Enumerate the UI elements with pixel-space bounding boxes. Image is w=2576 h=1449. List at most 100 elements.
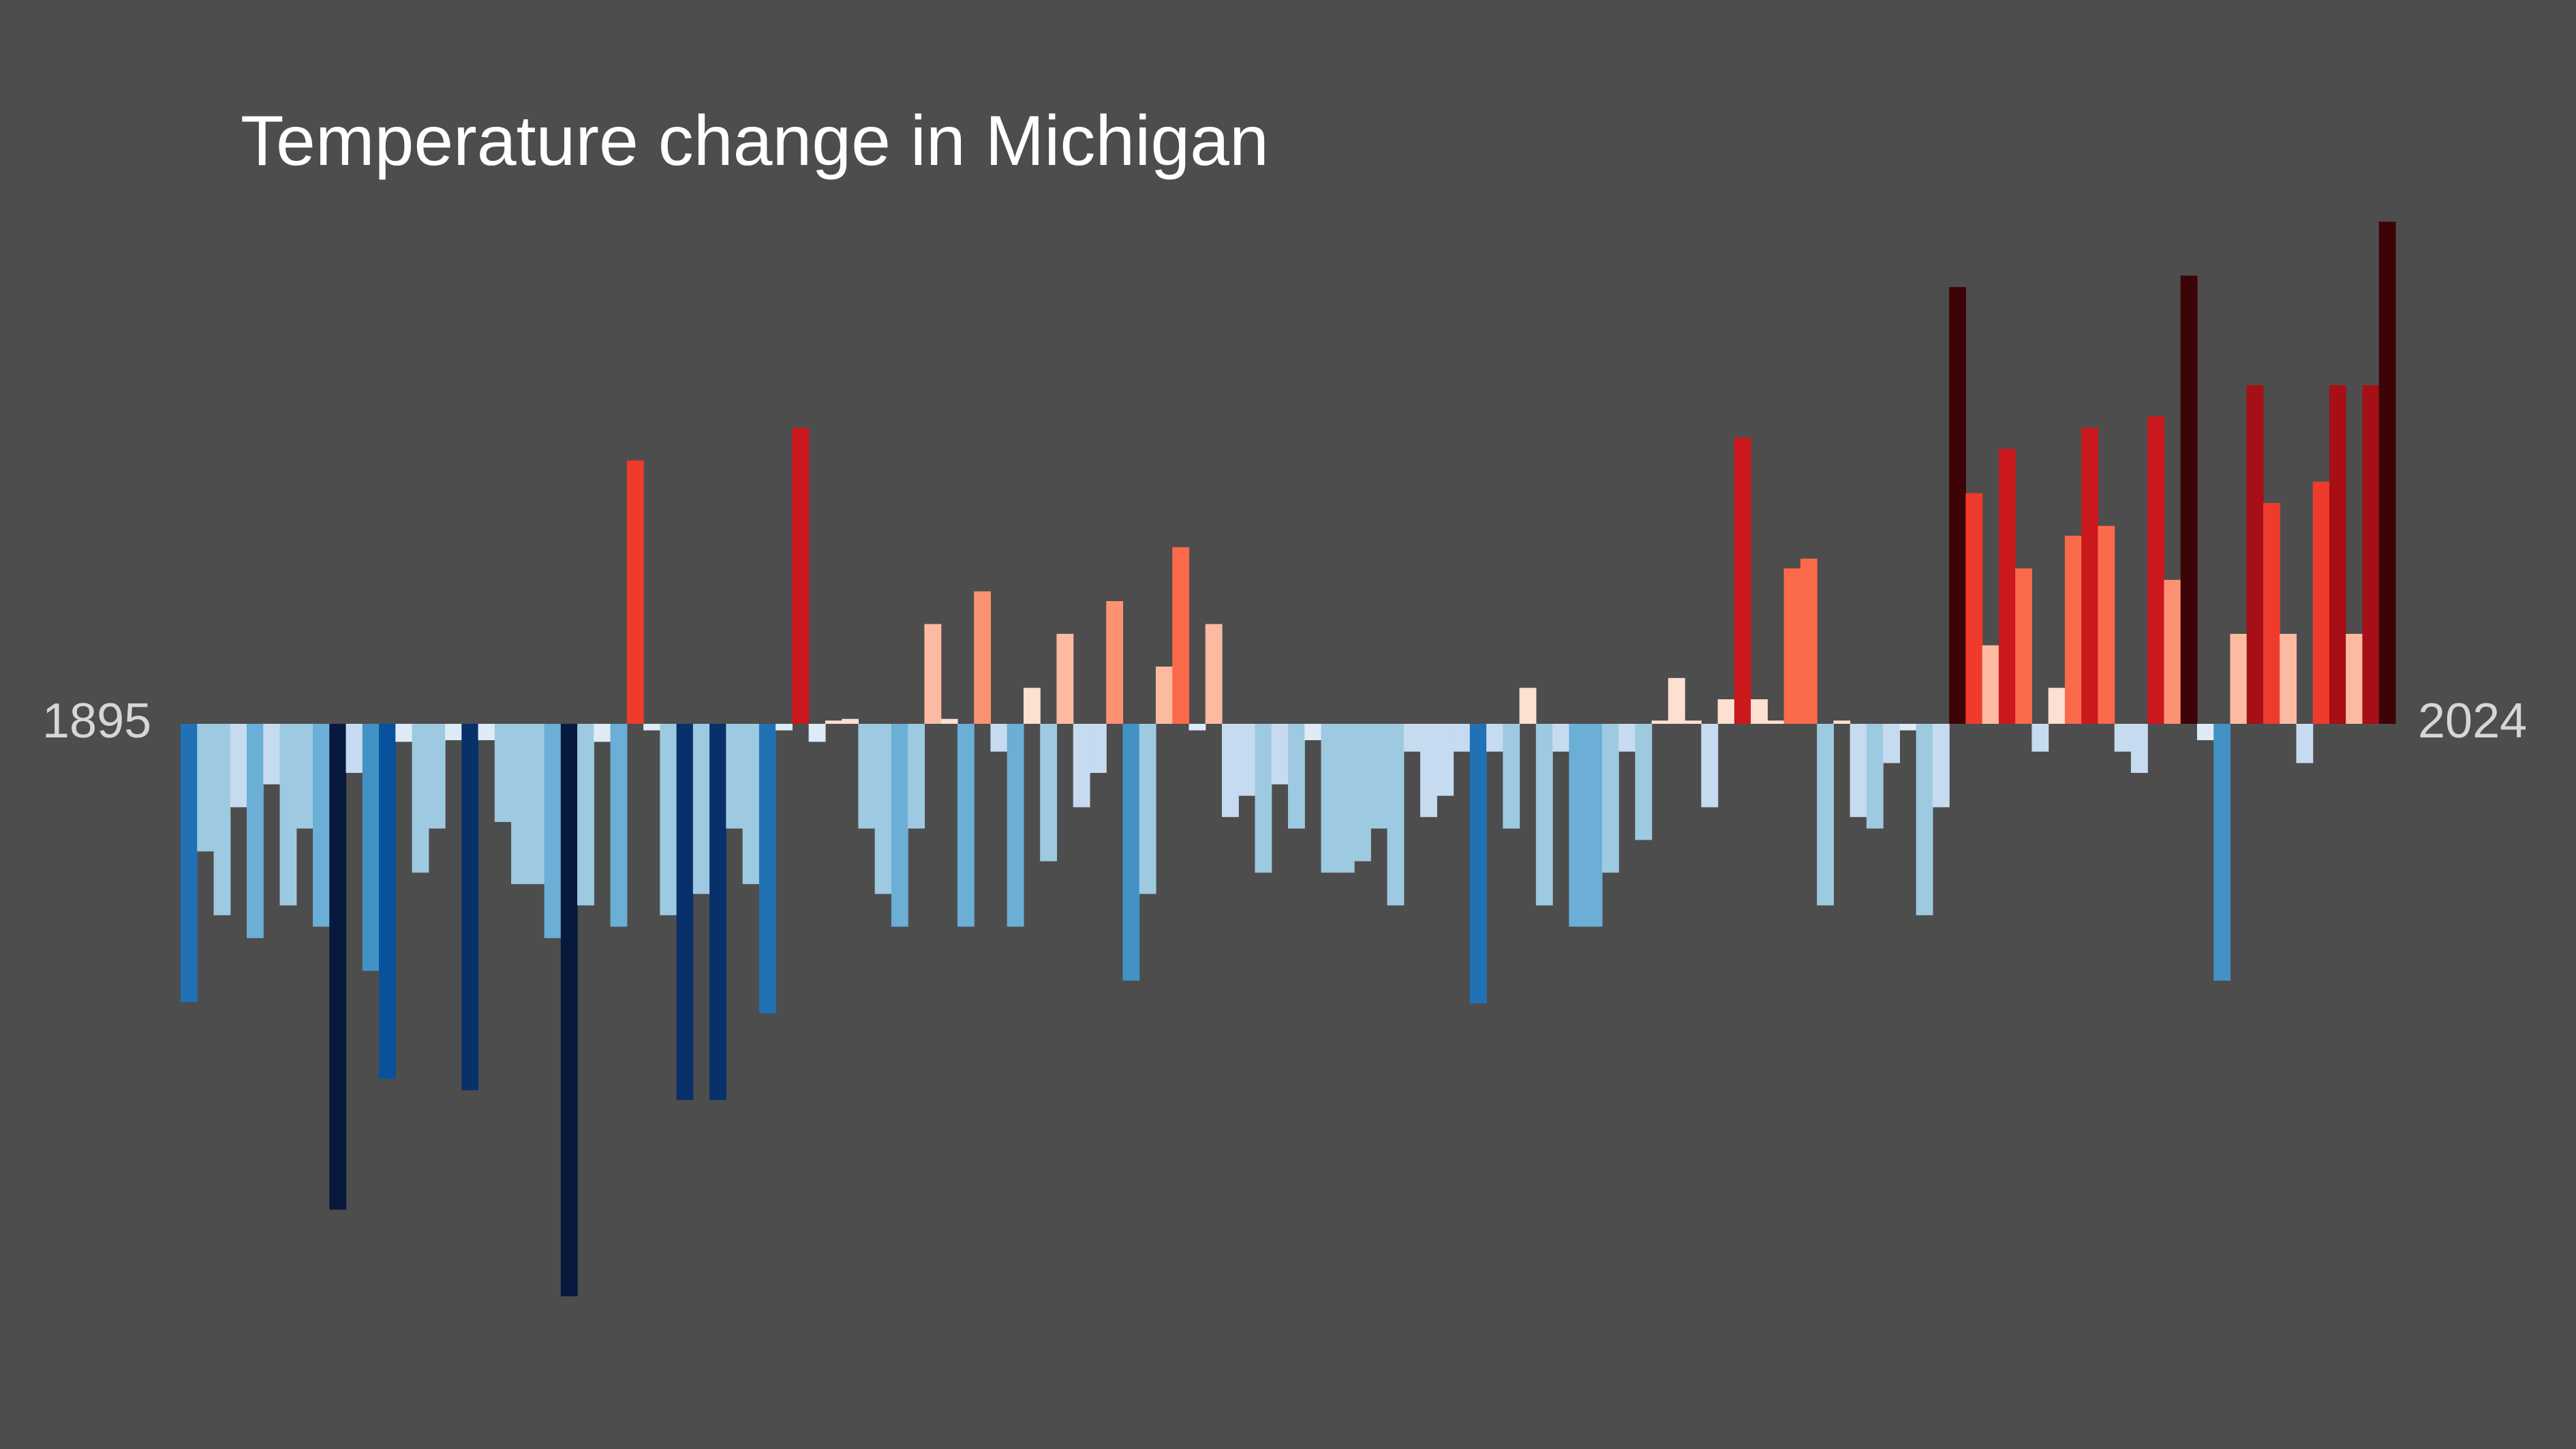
bar-1949 xyxy=(1073,724,1090,808)
bar-1958 xyxy=(1221,724,1239,817)
bar-1957 xyxy=(1205,624,1223,724)
bar-1942 xyxy=(957,724,975,927)
bar-1924 xyxy=(660,724,677,915)
bar-1990 xyxy=(1751,699,1768,724)
bar-2026 xyxy=(2346,634,2363,724)
bar-2007 xyxy=(2031,724,2049,752)
bar-2002 xyxy=(1949,287,1966,724)
bar-1969 xyxy=(1403,724,1421,752)
bar-1936 xyxy=(858,724,876,829)
bar-1904 xyxy=(329,724,347,1210)
bar-1930 xyxy=(758,724,776,1013)
bar-2022 xyxy=(2280,634,2297,724)
bar-1913 xyxy=(478,724,495,740)
bar-1907 xyxy=(379,724,396,1079)
bar-1905 xyxy=(346,724,363,773)
bar-1987 xyxy=(1701,724,1719,808)
end-year-label: 2024 xyxy=(2418,694,2528,748)
bar-1908 xyxy=(395,724,413,742)
bar-1979 xyxy=(1569,724,1586,927)
bar-1910 xyxy=(428,724,446,829)
bar-1966 xyxy=(1354,724,1371,861)
bar-1971 xyxy=(1437,724,1454,796)
bar-1923 xyxy=(643,724,660,731)
bar-1976 xyxy=(1519,688,1537,724)
bar-2005 xyxy=(1998,448,2016,724)
bar-1977 xyxy=(1535,724,1553,906)
bar-1941 xyxy=(940,718,958,724)
bar-1980 xyxy=(1585,724,1603,927)
bar-1901 xyxy=(279,724,297,906)
bar-1961 xyxy=(1271,724,1289,784)
bar-1946 xyxy=(1023,688,1041,724)
bar-1903 xyxy=(313,724,330,927)
bar-1931 xyxy=(776,724,793,731)
bar-1912 xyxy=(461,724,479,1090)
bar-1938 xyxy=(891,724,908,927)
bar-1953 xyxy=(1139,724,1156,894)
bar-1920 xyxy=(594,724,611,742)
bar-1932 xyxy=(792,427,810,724)
bar-1960 xyxy=(1255,724,1272,873)
bar-2006 xyxy=(2015,568,2033,724)
bar-2025 xyxy=(2329,385,2346,724)
bar-1902 xyxy=(296,724,313,829)
bar-2012 xyxy=(2114,724,2132,752)
bar-1948 xyxy=(1056,634,1074,724)
bar-1984 xyxy=(1651,720,1669,724)
bar-1962 xyxy=(1288,724,1305,829)
bar-1954 xyxy=(1155,667,1173,724)
bar-1935 xyxy=(842,718,859,724)
bar-1896 xyxy=(197,724,215,852)
bar-2028 xyxy=(2378,222,2396,724)
bar-1974 xyxy=(1486,724,1503,752)
bar-1978 xyxy=(1552,724,1569,752)
bar-1999 xyxy=(1899,724,1917,731)
bar-2004 xyxy=(1982,645,1999,724)
bar-1909 xyxy=(412,724,429,873)
bar-2019 xyxy=(2230,634,2248,724)
bar-2013 xyxy=(2130,724,2148,773)
bar-1972 xyxy=(1453,724,1471,752)
bar-2015 xyxy=(2164,579,2181,724)
bar-2014 xyxy=(2147,416,2165,724)
bar-1959 xyxy=(1238,724,1256,796)
bar-1914 xyxy=(494,724,512,822)
bar-1947 xyxy=(1040,724,1058,861)
bar-2027 xyxy=(2362,385,2380,724)
bar-1895 xyxy=(181,724,198,1002)
bar-2000 xyxy=(1916,724,1933,915)
bar-2017 xyxy=(2196,724,2214,740)
bar-2021 xyxy=(2263,503,2280,724)
bar-1927 xyxy=(709,724,726,1100)
bar-1992 xyxy=(1783,568,1801,724)
bar-1970 xyxy=(1420,724,1437,817)
bar-1918 xyxy=(560,724,578,1296)
bar-1991 xyxy=(1767,720,1785,724)
bar-1996 xyxy=(1850,724,1867,817)
bar-1897 xyxy=(213,724,231,915)
bar-1993 xyxy=(1800,558,1818,724)
bar-2008 xyxy=(2048,688,2066,724)
bar-series xyxy=(181,222,2396,1296)
bar-2010 xyxy=(2081,427,2099,724)
bar-1900 xyxy=(263,724,281,784)
bar-1898 xyxy=(230,724,247,808)
bar-1968 xyxy=(1387,724,1405,906)
bar-1982 xyxy=(1619,724,1636,752)
bar-1939 xyxy=(908,724,925,829)
bar-1944 xyxy=(990,724,1008,752)
bar-1998 xyxy=(1883,724,1900,763)
bar-1963 xyxy=(1304,724,1322,740)
bar-1919 xyxy=(577,724,594,906)
bar-2016 xyxy=(2180,275,2198,724)
bar-2018 xyxy=(2213,724,2231,981)
bar-1975 xyxy=(1503,724,1520,829)
bar-2020 xyxy=(2246,385,2264,724)
bar-1985 xyxy=(1668,677,1685,724)
bar-1965 xyxy=(1337,724,1355,873)
bar-2001 xyxy=(1932,724,1950,808)
bar-1915 xyxy=(511,724,528,885)
